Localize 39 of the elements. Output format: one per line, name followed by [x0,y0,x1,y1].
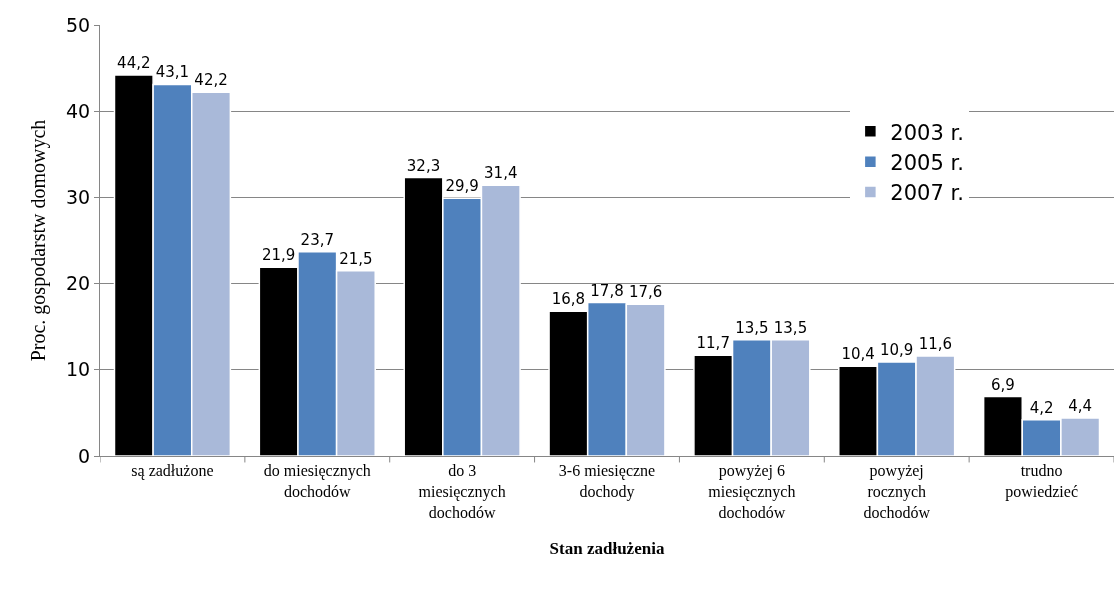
x-tick-label: są zadłużone [131,462,214,481]
data-label: 42,2 [194,71,228,90]
y-tick-label: 0 [78,444,91,467]
y-tick-label: 40 [66,99,91,122]
x-tick-label: 3-6 miesięczne dochody [558,462,656,501]
y-tick-label: 10 [66,358,91,381]
x-tick-label: powyżej 6 miesięcznych dochodów [708,462,796,521]
data-label: 13,5 [735,318,769,337]
data-label: 21,9 [261,246,296,265]
data-label: 23,7 [300,230,334,249]
data-label: 4,2 [1029,398,1054,417]
data-label: 44,2 [117,54,151,72]
x-tick-label: powyżej rocznych dochodów [863,462,931,521]
data-label: 16,8 [551,290,586,309]
data-label: 17,8 [590,281,624,300]
legend-label: 2007 r. [890,181,964,206]
data-label: 6,9 [991,375,1015,394]
data-label: 4,4 [1068,397,1093,416]
data-label: 17,6 [628,283,663,302]
data-label: 29,9 [445,177,479,196]
y-tick-label: 50 [66,13,91,36]
x-axis-title: Stan zadłużenia [549,539,665,559]
y-tick-label: 20 [66,272,91,295]
y-axis-title: Proc. gospodarstw domowych [26,119,50,362]
data-label: 11,7 [696,334,730,353]
y-tick-label: 30 [66,186,91,209]
legend-label: 2003 r. [890,120,964,145]
data-label: 11,6 [918,335,953,354]
data-label: 13,5 [773,318,808,337]
x-tick-label: do miesięcznych dochodów [263,462,371,500]
data-label: 21,5 [339,249,373,268]
data-label: 43,1 [155,63,190,82]
data-label: 10,9 [880,341,914,360]
legend-label: 2005 r. [890,150,964,175]
x-tick-label: do 3 miesięcznych dochodów [418,462,506,521]
data-label: 10,4 [841,345,875,364]
data-label: 31,4 [484,164,518,183]
x-tick-label: trudno powiedzieć [1005,462,1078,501]
data-label: 32,3 [406,156,441,175]
